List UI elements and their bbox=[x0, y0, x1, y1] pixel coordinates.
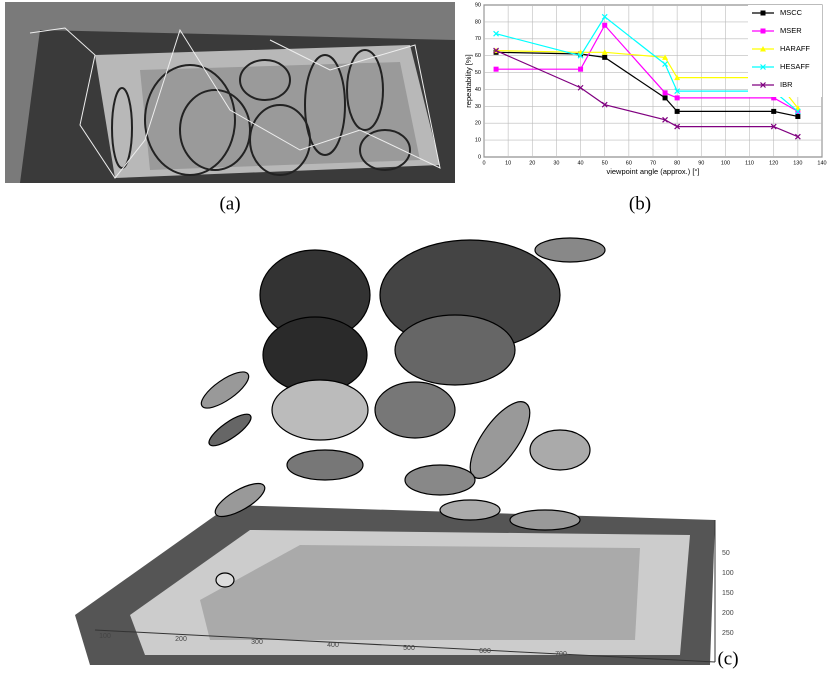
marker bbox=[675, 109, 680, 114]
x-tick-label: 110 bbox=[745, 160, 754, 166]
legend-label: IBR bbox=[780, 80, 793, 89]
x-tick-label: 60 bbox=[626, 160, 632, 166]
axis-tick-label: 250 bbox=[722, 630, 734, 637]
y-tick-label: 20 bbox=[475, 121, 481, 127]
legend-label: HARAFF bbox=[780, 44, 810, 53]
x-tick-label: 40 bbox=[578, 160, 584, 166]
panel-a-image bbox=[5, 2, 455, 183]
axis-tick-label: 200 bbox=[175, 636, 187, 643]
axis-tick-label: 700 bbox=[555, 651, 567, 658]
marker bbox=[795, 114, 800, 119]
axis-tick-label: 400 bbox=[327, 642, 339, 649]
x-tick-label: 70 bbox=[650, 160, 656, 166]
marker bbox=[663, 90, 668, 95]
x-tick-label: 30 bbox=[553, 160, 559, 166]
y-tick-label: 30 bbox=[475, 104, 481, 110]
x-tick-label: 130 bbox=[793, 160, 802, 166]
legend-label: MSER bbox=[780, 26, 802, 35]
axis-tick-label: 100 bbox=[99, 633, 111, 640]
marker bbox=[771, 109, 776, 114]
y-tick-label: 70 bbox=[475, 36, 481, 42]
y-tick-label: 0 bbox=[478, 154, 481, 160]
legend-label: MSCC bbox=[780, 8, 803, 17]
x-axis-label: viewpoint angle (approx.) [°] bbox=[606, 167, 699, 176]
legend-label: HESAFF bbox=[780, 62, 810, 71]
y-tick-label: 40 bbox=[475, 87, 481, 93]
x-tick-label: 0 bbox=[482, 160, 485, 166]
x-tick-label: 50 bbox=[602, 160, 608, 166]
y-tick-label: 90 bbox=[475, 2, 481, 8]
x-tick-label: 80 bbox=[674, 160, 680, 166]
axis-tick-label: 600 bbox=[479, 648, 491, 655]
caption: (a) bbox=[219, 193, 240, 214]
figure: (a)(b)(c)1002003004005006007005010015020… bbox=[0, 0, 827, 674]
x-tick-label: 90 bbox=[698, 160, 704, 166]
marker bbox=[761, 11, 766, 16]
marker bbox=[602, 23, 607, 28]
y-tick-label: 50 bbox=[475, 70, 481, 76]
marker bbox=[663, 95, 668, 100]
axis-tick-label: 200 bbox=[722, 610, 734, 617]
x-tick-label: 140 bbox=[817, 160, 826, 166]
x-tick-label: 100 bbox=[721, 160, 730, 166]
axis-tick-label: 100 bbox=[722, 570, 734, 577]
x-tick-label: 120 bbox=[769, 160, 778, 166]
y-tick-label: 80 bbox=[475, 19, 481, 25]
axis-tick-label: 50 bbox=[722, 550, 730, 557]
axis-tick-label: 500 bbox=[403, 645, 415, 652]
marker bbox=[494, 67, 499, 72]
marker bbox=[602, 55, 607, 60]
x-tick-label: 20 bbox=[529, 160, 535, 166]
panel-c-image bbox=[75, 238, 715, 665]
y-tick-label: 10 bbox=[475, 138, 481, 144]
marker bbox=[578, 67, 583, 72]
y-axis-label: repeatability [%] bbox=[464, 54, 473, 107]
marker bbox=[761, 29, 766, 34]
marker bbox=[675, 95, 680, 100]
caption: (c) bbox=[717, 648, 738, 669]
axis-tick-label: 150 bbox=[722, 590, 734, 597]
axis-tick-label: 300 bbox=[251, 639, 263, 646]
y-tick-label: 60 bbox=[475, 53, 481, 59]
x-tick-label: 10 bbox=[505, 160, 511, 166]
caption: (b) bbox=[629, 193, 651, 214]
